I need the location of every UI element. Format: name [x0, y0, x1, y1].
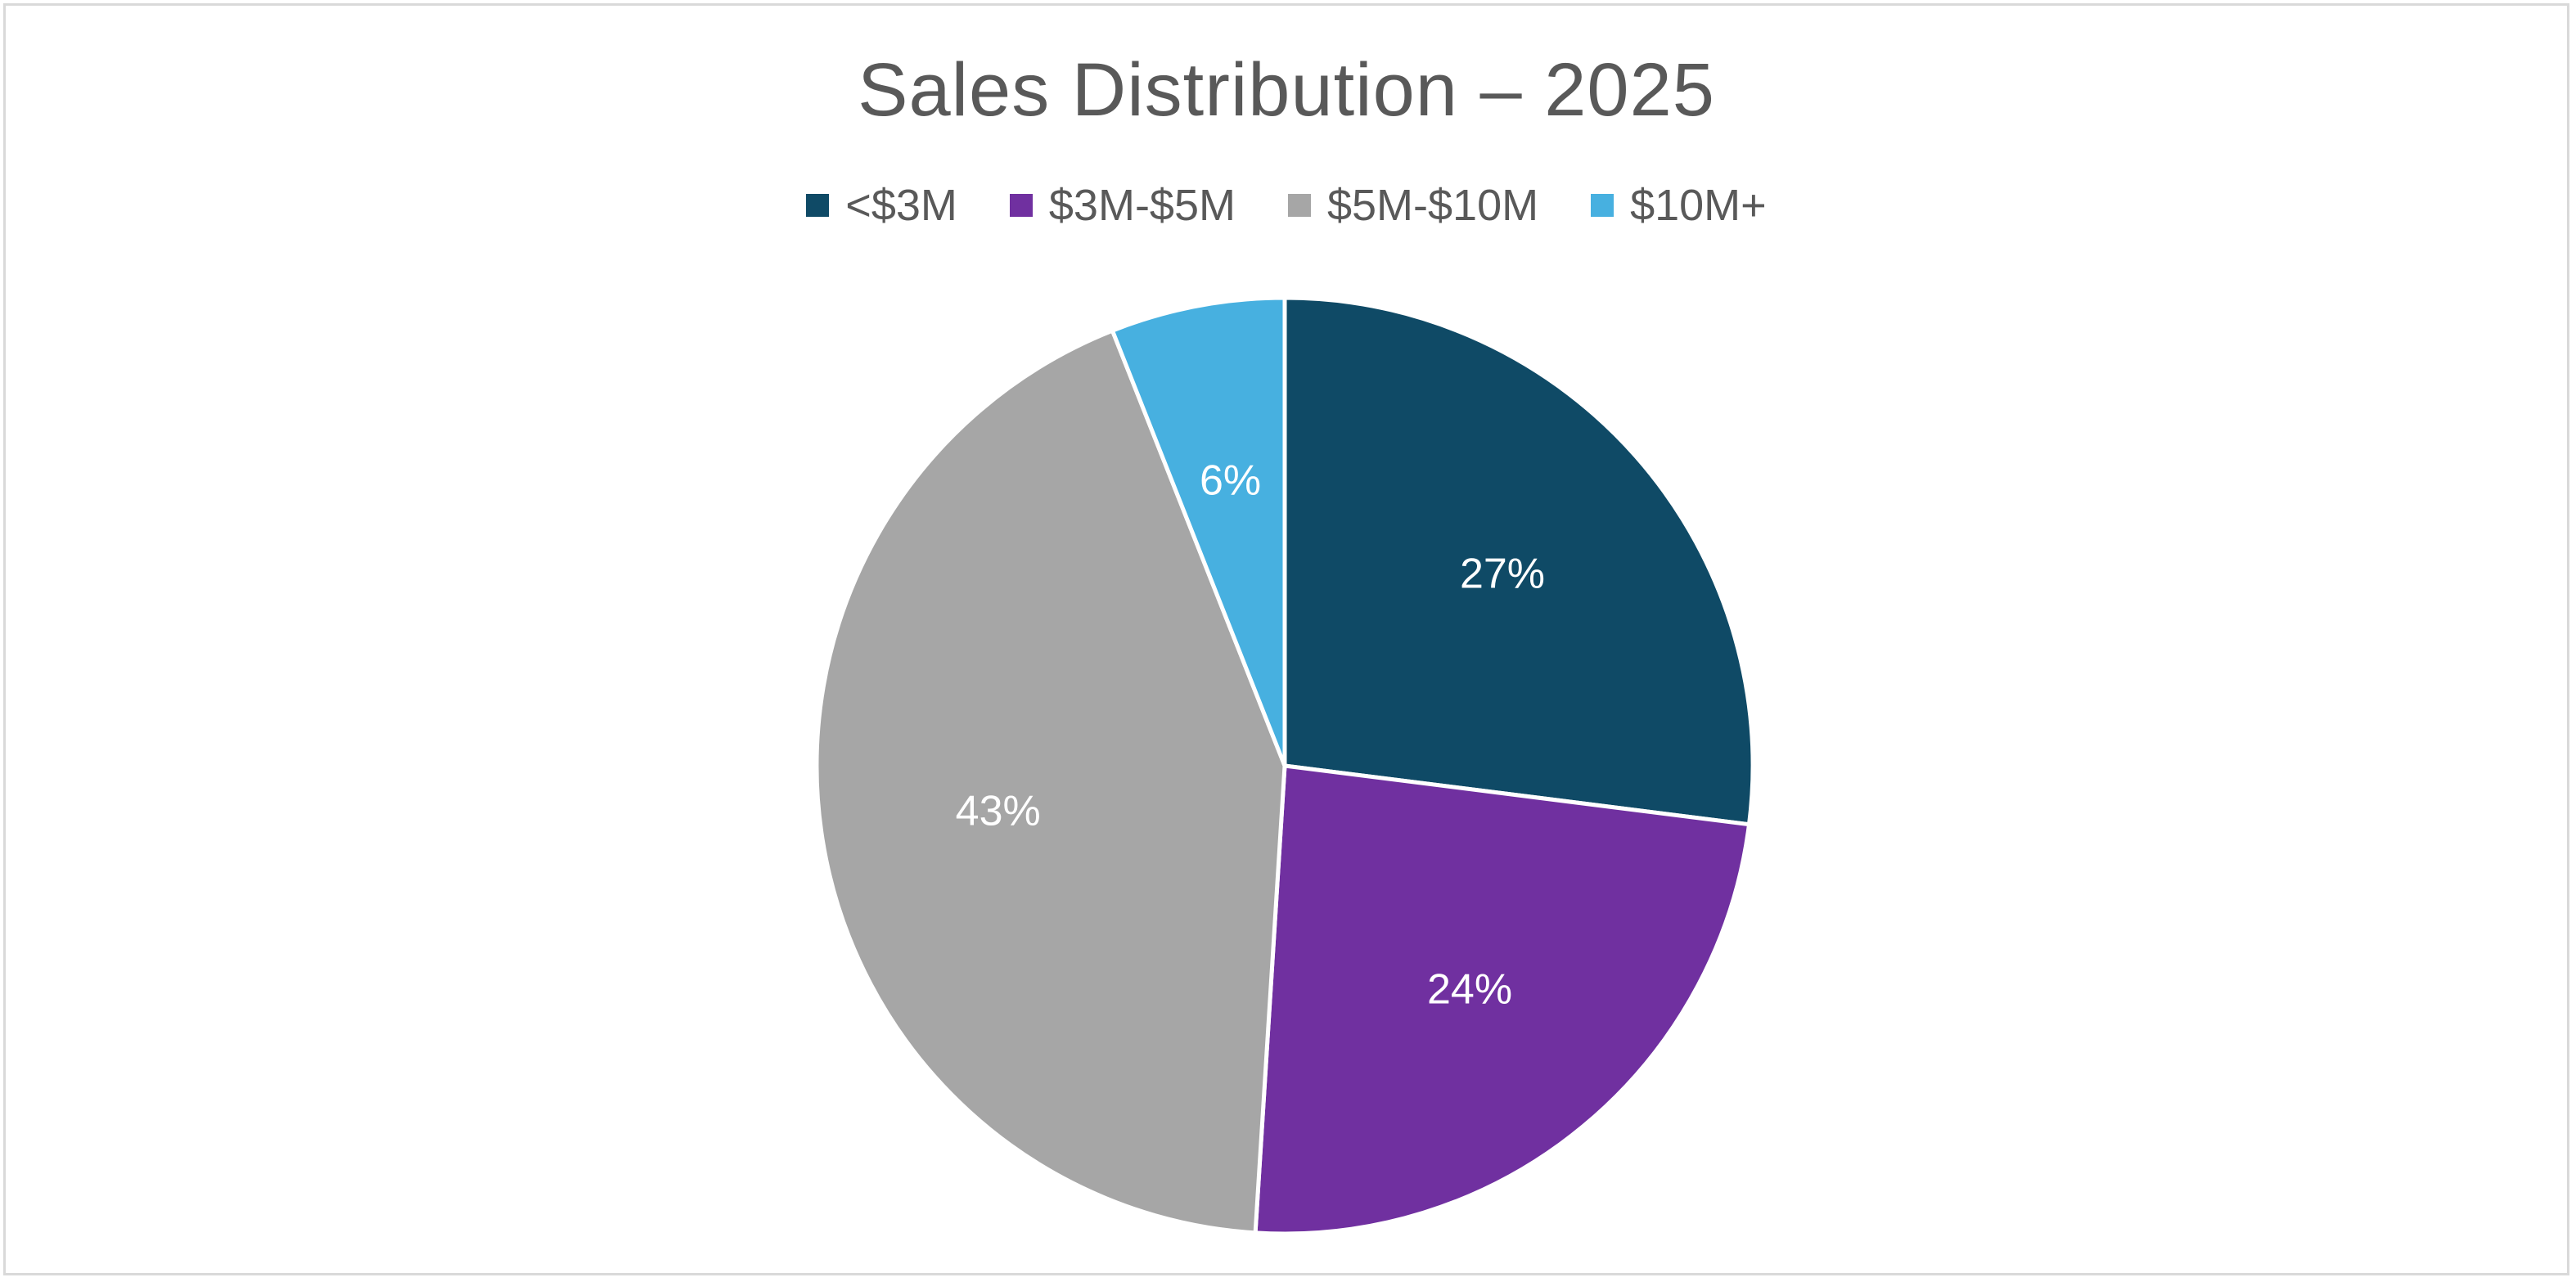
legend-swatch-under-3m [806, 194, 830, 217]
chart-title: Sales Distribution – 2025 [858, 48, 1715, 132]
legend-swatch-5m-10m [1287, 194, 1311, 217]
chart-area: Sales Distribution – 2025 <$3M $3M-$5M $… [3, 3, 2569, 1275]
data-label-10m-plus: 6% [1200, 457, 1261, 505]
legend-item-10m-plus: $10M+ [1591, 179, 1767, 232]
legend: <$3M $3M-$5M $5M-$10M $10M+ [6, 179, 2567, 232]
legend-item-5m-10m: $5M-$10M [1287, 179, 1539, 232]
pie-slice-labels: 27% 24% 43% 6% [956, 457, 1545, 1014]
pie-slices [814, 295, 1755, 1236]
legend-swatch-10m-plus [1591, 194, 1615, 217]
pie-slice-10m-plus [1110, 295, 1287, 768]
legend-label-5m-10m: $5M-$10M [1326, 181, 1539, 230]
legend-swatch-3m-5m [1009, 194, 1033, 217]
legend-label-under-3m: <$3M [845, 181, 957, 230]
legend-item-under-3m: <$3M [806, 179, 957, 232]
pie-chart: 27% 24% 43% 6% [814, 295, 1755, 1236]
data-label-under-3m: 27% [1460, 550, 1545, 597]
data-label-3m-5m: 24% [1427, 965, 1512, 1013]
pie-slice-under-3m [1282, 295, 1755, 827]
legend-item-3m-5m: $3M-$5M [1009, 179, 1236, 232]
legend-label-3m-5m: $3M-$5M [1048, 181, 1236, 230]
data-label-5m-10m: 43% [956, 787, 1041, 834]
pie-slice-3m-5m [1253, 763, 1751, 1236]
pie-slice-5m-10m [814, 328, 1287, 1235]
legend-label-10m-plus: $10M+ [1630, 181, 1767, 230]
